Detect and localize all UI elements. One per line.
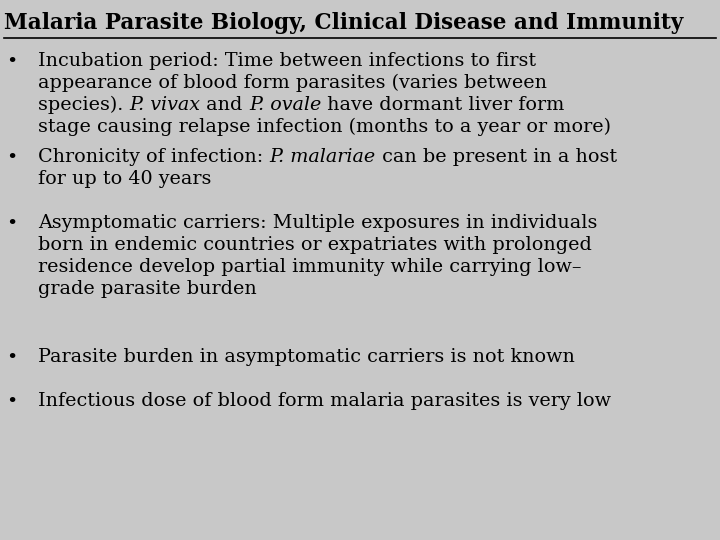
Text: for up to 40 years: for up to 40 years [38, 170, 212, 188]
Text: •: • [6, 149, 17, 167]
Text: P. malariae: P. malariae [269, 148, 376, 166]
Text: •: • [6, 215, 17, 233]
Text: •: • [6, 53, 17, 71]
Text: species).: species). [38, 96, 130, 114]
Text: residence develop partial immunity while carrying low–: residence develop partial immunity while… [38, 258, 582, 276]
Text: grade parasite burden: grade parasite burden [38, 280, 257, 298]
Text: Incubation period: Time between infections to first: Incubation period: Time between infectio… [38, 52, 536, 70]
Text: •: • [6, 393, 17, 411]
Text: Infectious dose of blood form malaria parasites is very low: Infectious dose of blood form malaria pa… [38, 392, 611, 410]
Text: P. ovale: P. ovale [249, 96, 321, 114]
Text: Chronicity of infection:: Chronicity of infection: [38, 148, 269, 166]
Text: appearance of blood form parasites (varies between: appearance of blood form parasites (vari… [38, 74, 547, 92]
Text: born in endemic countries or expatriates with prolonged: born in endemic countries or expatriates… [38, 236, 592, 254]
Text: and: and [200, 96, 249, 114]
Text: have dormant liver form: have dormant liver form [321, 96, 564, 114]
Text: can be present in a host: can be present in a host [376, 148, 617, 166]
Text: stage causing relapse infection (months to a year or more): stage causing relapse infection (months … [38, 118, 611, 136]
Text: •: • [6, 349, 17, 367]
Text: P. vivax: P. vivax [130, 96, 200, 114]
Text: Parasite burden in asymptomatic carriers is not known: Parasite burden in asymptomatic carriers… [38, 348, 575, 366]
Text: Malaria Parasite Biology, Clinical Disease and Immunity: Malaria Parasite Biology, Clinical Disea… [4, 12, 683, 34]
Text: Asymptomatic carriers: Multiple exposures in individuals: Asymptomatic carriers: Multiple exposure… [38, 214, 598, 232]
